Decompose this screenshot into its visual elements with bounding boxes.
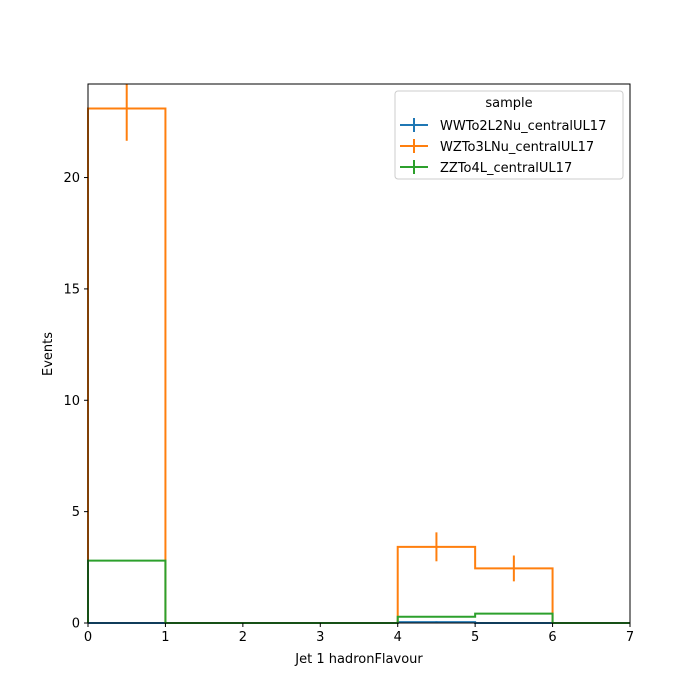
x-tick-label: 5: [471, 630, 479, 645]
legend-label: WZTo3LNu_centralUL17: [440, 140, 594, 155]
y-tick-label: 5: [72, 505, 80, 520]
legend-title: sample: [485, 96, 532, 111]
y-axis-ticks: 0 5 10 15 20: [63, 171, 88, 632]
legend: sample WWTo2L2Nu_centralUL17 WZTo3LNu_cen…: [394, 90, 624, 180]
x-tick-label: 7: [626, 630, 634, 645]
y-tick-label: 10: [63, 394, 80, 409]
x-tick-label: 2: [239, 630, 247, 645]
legend-entry: ZZTo4L_centralUL17: [400, 160, 572, 176]
x-tick-label: 0: [84, 630, 92, 645]
legend-label: ZZTo4L_centralUL17: [440, 161, 572, 176]
x-tick-label: 4: [394, 630, 402, 645]
legend-entries: WWTo2L2Nu_centralUL17 WZTo3LNu_centralUL1…: [400, 118, 606, 176]
x-axis-label: Jet 1 hadronFlavour: [294, 652, 423, 667]
legend-box: [394, 90, 624, 180]
x-axis-ticks: 0 1 2 3 4 5 6 7: [84, 623, 634, 645]
legend-entry: WWTo2L2Nu_centralUL17: [400, 118, 606, 134]
legend-entry: WZTo3LNu_centralUL17: [400, 139, 594, 155]
plot-frame: [87, 83, 631, 624]
x-tick-label: 1: [161, 630, 169, 645]
legend-label: WWTo2L2Nu_centralUL17: [440, 119, 606, 134]
y-axis-label: Events: [41, 332, 56, 376]
x-tick-label: 6: [548, 630, 556, 645]
x-tick-label: 3: [316, 630, 324, 645]
y-tick-label: 15: [63, 282, 80, 297]
y-tick-label: 20: [63, 171, 80, 186]
y-tick-label: 0: [72, 617, 80, 632]
